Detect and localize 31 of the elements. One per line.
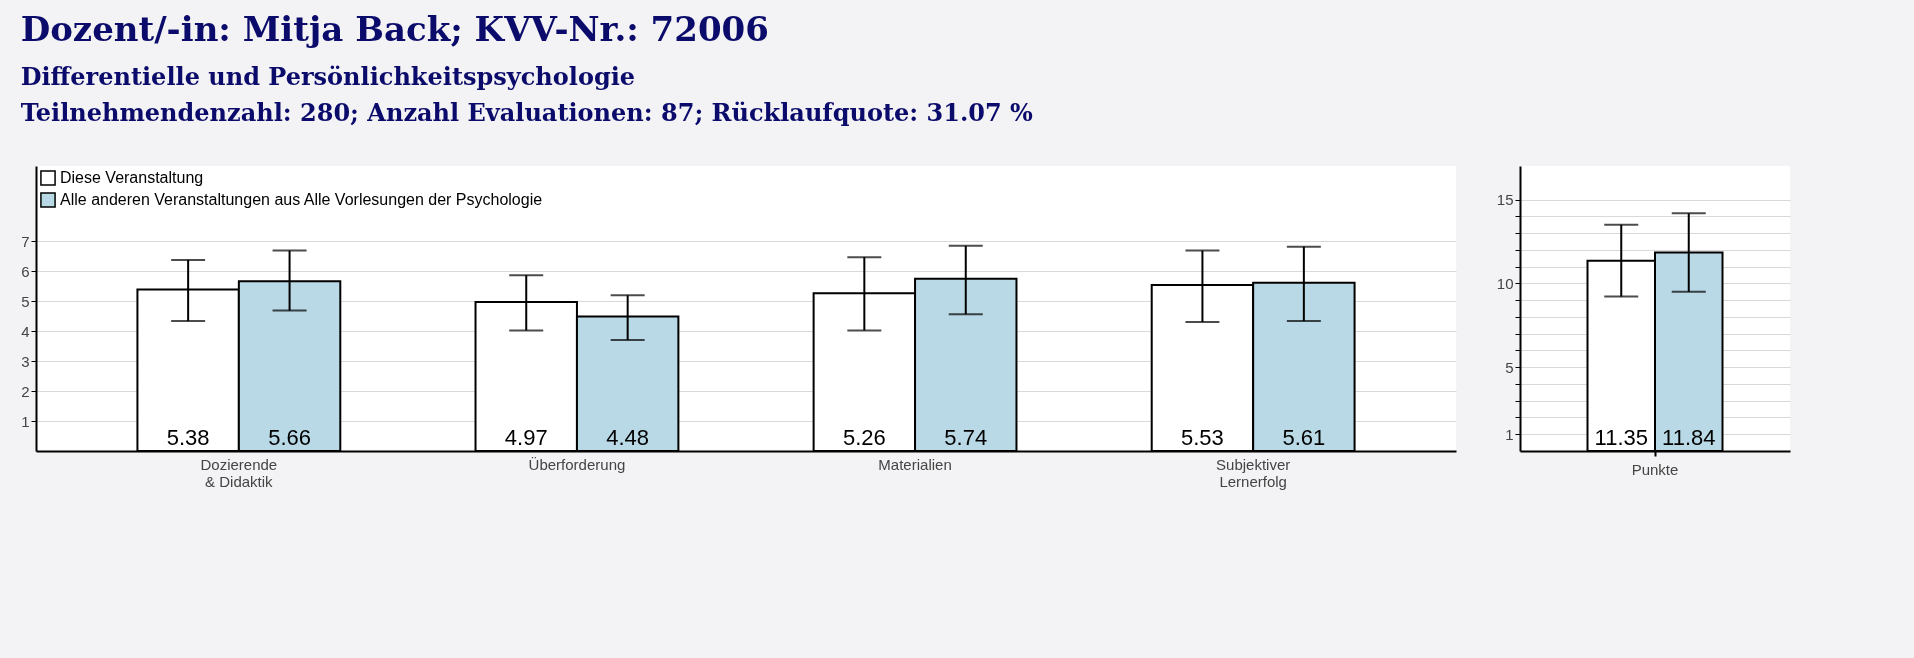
data-label: 5.66 — [268, 425, 311, 450]
data-label: 5.53 — [1181, 425, 1224, 450]
x-tick-label: Materialien — [878, 455, 952, 473]
y-tick-label: 1 — [21, 412, 30, 430]
data-label: 4.97 — [504, 425, 548, 450]
x-tick-label: Dozierende & Didaktik — [200, 455, 278, 490]
data-label: 5.74 — [944, 425, 988, 450]
data-label: 5.38 — [166, 425, 210, 450]
y-tick-label: 15 — [1496, 191, 1514, 209]
y-tick-label: 10 — [1496, 274, 1514, 292]
data-label: 4.48 — [606, 425, 650, 450]
data-label: 11.84 — [1662, 425, 1716, 450]
y-tick-label: 4 — [21, 322, 30, 340]
chart-title: Dozent/-in: Mitja Back; KVV-Nr.: 72006 — [20, 9, 769, 49]
x-tick-label: Subjektiver Lernerfolg — [1216, 455, 1291, 490]
legend-label: Alle anderen Veranstaltungen aus Alle Vorlesungen der Psychologie — [60, 191, 543, 208]
data-label: 11.35 — [1594, 425, 1648, 450]
legend-label: Diese Veranstaltung — [60, 169, 204, 186]
chart-subtitle: Differentielle und Persönlichkeitspsychologie — [20, 62, 636, 91]
y-tick-label: 7 — [21, 232, 30, 250]
y-tick-label: 1 — [1505, 425, 1514, 443]
y-tick-label: 6 — [21, 262, 30, 280]
y-tick-label: 3 — [21, 352, 30, 370]
x-tick-label: Überforderung — [528, 455, 626, 473]
data-label: 5.61 — [1282, 425, 1326, 450]
y-tick-label: 2 — [21, 382, 30, 400]
y-tick-label: 5 — [21, 292, 30, 310]
text: Teilnehmendenzahl: 280; Anzahl Evaluationen: 87; Rücklaufquote: 31.07 % — [20, 98, 1033, 127]
y-tick-label: 5 — [1505, 358, 1514, 376]
data-label: 5.26 — [842, 425, 886, 450]
x-tick-label: Punkte — [1631, 460, 1679, 478]
